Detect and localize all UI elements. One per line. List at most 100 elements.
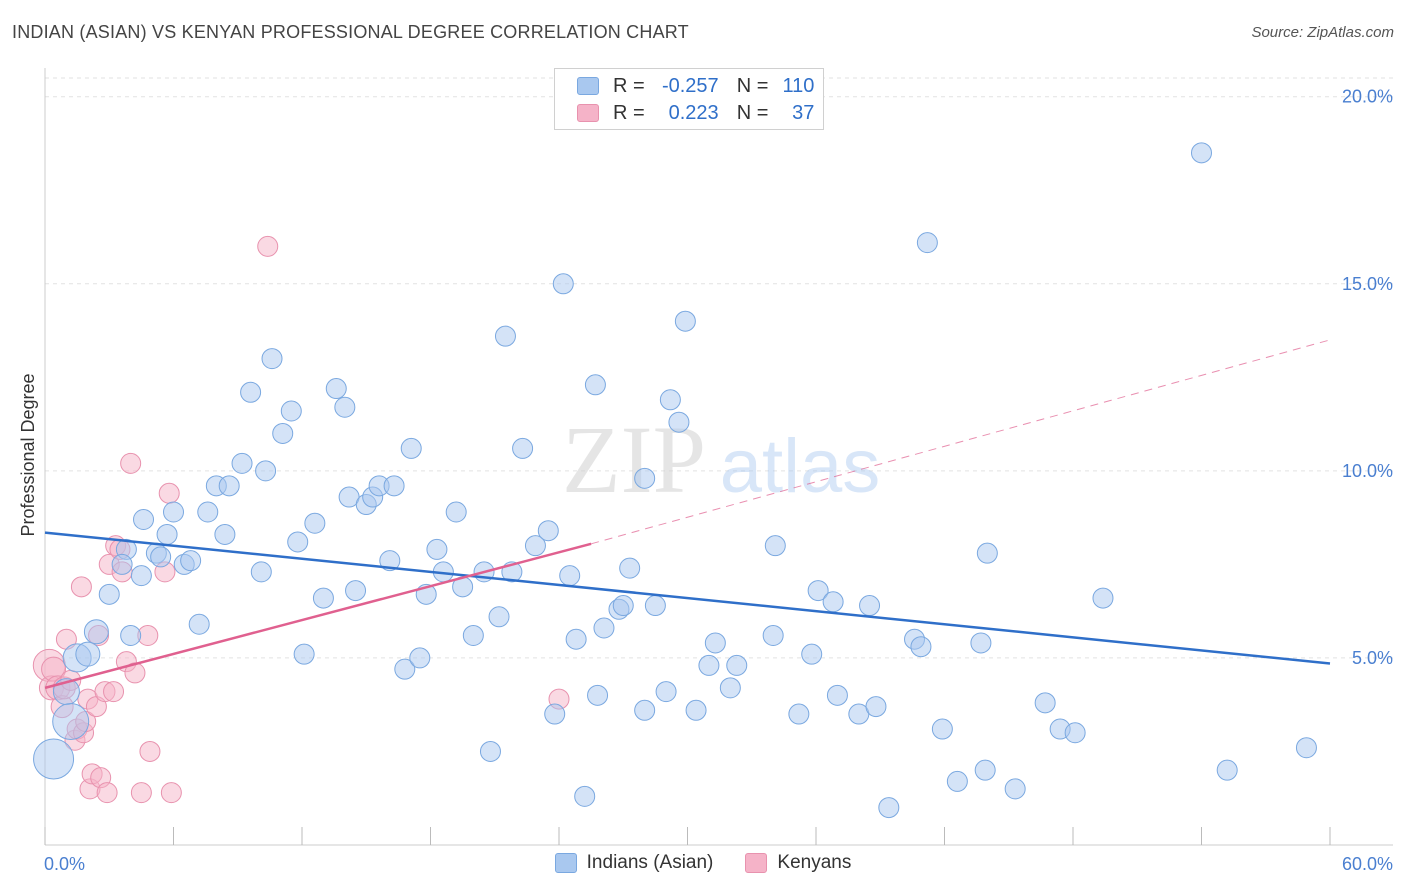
indian-point bbox=[512, 437, 534, 459]
indian-point bbox=[379, 550, 401, 572]
indian-point bbox=[218, 475, 240, 497]
indian-point bbox=[612, 595, 634, 617]
indian-point bbox=[111, 553, 133, 575]
indian-point bbox=[52, 703, 90, 741]
indian-point bbox=[98, 583, 120, 605]
kenyans-trend-line bbox=[44, 542, 592, 690]
indian-point bbox=[878, 797, 900, 819]
indian-point bbox=[479, 740, 501, 762]
indian-point bbox=[345, 580, 367, 602]
x-tick-label: 0.0% bbox=[44, 854, 85, 874]
indian-point bbox=[726, 654, 748, 676]
indian-point bbox=[565, 628, 587, 650]
legend-item-indians[interactable]: Indians (Asian) bbox=[554, 852, 713, 874]
legend-item-kenyans[interactable]: Kenyans bbox=[745, 852, 851, 874]
indian-point bbox=[593, 617, 615, 639]
indian-point bbox=[859, 595, 881, 617]
indian-point bbox=[644, 595, 666, 617]
indian-point bbox=[659, 389, 681, 411]
source-label: Source: ZipAtlas.com bbox=[1251, 24, 1394, 41]
watermark: ZIP atlas bbox=[562, 406, 880, 513]
chart-title: INDIAN (ASIAN) VS KENYAN PROFESSIONAL DE… bbox=[12, 22, 689, 42]
indian-point bbox=[674, 310, 696, 332]
kenyan-point bbox=[70, 576, 92, 598]
kenyan-point bbox=[160, 782, 182, 804]
indian-point bbox=[75, 641, 101, 667]
indian-point bbox=[312, 587, 334, 609]
indian-point bbox=[150, 546, 172, 568]
indian-point bbox=[240, 381, 262, 403]
indian-point bbox=[156, 523, 178, 545]
indian-point bbox=[231, 452, 253, 474]
indian-point bbox=[788, 703, 810, 725]
indian-point bbox=[255, 460, 277, 482]
kenyans-trend-extension bbox=[590, 339, 1331, 545]
indian-point bbox=[287, 531, 309, 553]
indian-point bbox=[704, 632, 726, 654]
indian-point bbox=[334, 396, 356, 418]
indian-point bbox=[719, 677, 741, 699]
indian-point bbox=[807, 580, 829, 602]
kenyan-point bbox=[158, 482, 180, 504]
y-tick-label: 10.0% bbox=[1342, 461, 1393, 481]
indians-trend-line bbox=[44, 531, 1331, 665]
indian-point bbox=[494, 325, 516, 347]
kenyan-point bbox=[257, 235, 279, 257]
indian-point bbox=[619, 557, 641, 579]
kenyan-point bbox=[103, 681, 125, 703]
legend-r-label: R = bbox=[613, 101, 645, 124]
indian-point bbox=[976, 542, 998, 564]
trend-lines bbox=[44, 339, 1331, 690]
indian-point bbox=[214, 523, 236, 545]
indian-point bbox=[383, 475, 405, 497]
indian-point bbox=[130, 565, 152, 587]
indian-point bbox=[261, 348, 283, 370]
legend-swatch-pink bbox=[577, 104, 599, 122]
indian-point bbox=[910, 636, 932, 658]
legend-n-value: 37 bbox=[792, 101, 815, 124]
legend-swatch-pink bbox=[745, 853, 768, 873]
correlation-legend: R = -0.257 N = 110 R = 0.223 N = 37 bbox=[554, 68, 824, 130]
kenyan-point bbox=[139, 740, 161, 762]
indian-point bbox=[537, 520, 559, 542]
indian-point bbox=[1034, 692, 1056, 714]
indian-point bbox=[970, 632, 992, 654]
legend-r-value: 0.223 bbox=[668, 101, 719, 124]
indian-point bbox=[655, 681, 677, 703]
legend-n-value: 110 bbox=[782, 74, 815, 97]
legend-swatch-blue bbox=[577, 77, 599, 95]
axes bbox=[44, 68, 1393, 846]
kenyans-points bbox=[32, 235, 570, 804]
indian-point bbox=[120, 624, 142, 646]
indian-point bbox=[698, 654, 720, 676]
indian-point bbox=[409, 647, 431, 669]
indian-point bbox=[83, 619, 109, 645]
indian-point bbox=[394, 658, 416, 680]
indian-point bbox=[865, 696, 887, 718]
indian-point bbox=[1295, 737, 1317, 759]
legend-n-label: N = bbox=[736, 74, 769, 97]
indian-point bbox=[400, 437, 422, 459]
indian-point bbox=[180, 550, 202, 572]
indian-point bbox=[524, 535, 546, 557]
indian-point bbox=[1191, 142, 1212, 164]
legend-row-kenyans: R = 0.223 N = 37 bbox=[577, 100, 814, 126]
indian-point bbox=[33, 738, 75, 780]
indian-point bbox=[488, 606, 510, 628]
indian-point bbox=[762, 624, 784, 646]
indian-point bbox=[163, 501, 184, 523]
legend-r-label: R = bbox=[613, 74, 645, 97]
indian-point bbox=[826, 684, 848, 706]
y-tick-label: 15.0% bbox=[1342, 274, 1393, 294]
indian-point bbox=[325, 378, 347, 400]
y-axis-label: Professional Degree bbox=[18, 373, 38, 536]
indian-point bbox=[445, 501, 467, 523]
indians-points bbox=[33, 142, 1317, 819]
indian-point bbox=[280, 400, 302, 422]
series-legend: Indians (Asian) Kenyans bbox=[0, 852, 1406, 874]
indian-point bbox=[931, 718, 953, 740]
indian-point bbox=[426, 538, 448, 560]
indian-point bbox=[1092, 587, 1114, 609]
indian-point bbox=[250, 561, 272, 583]
